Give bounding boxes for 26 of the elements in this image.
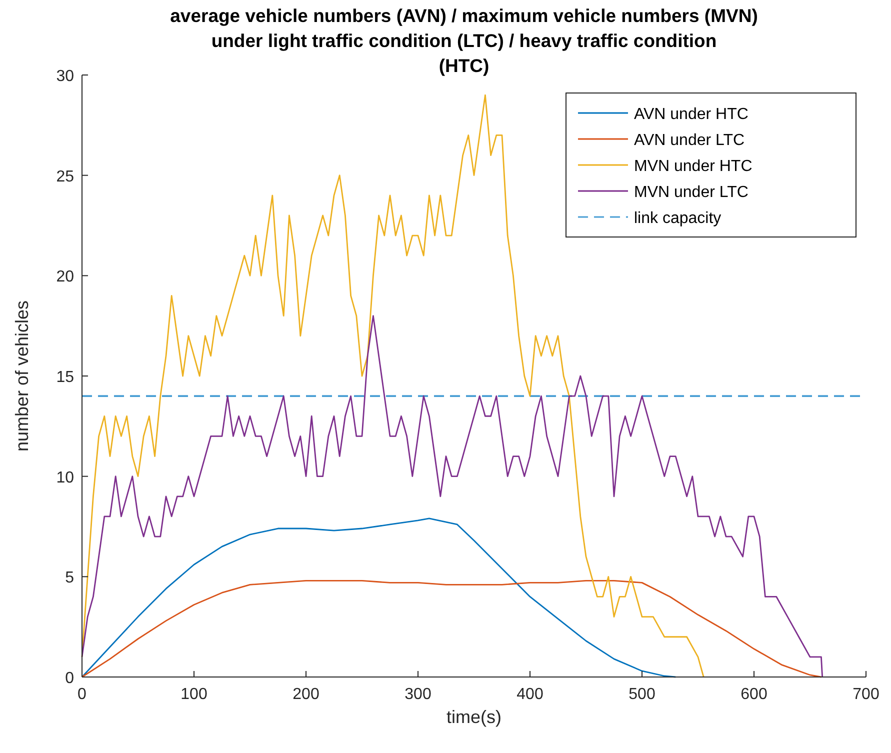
line-series — [81, 315, 824, 678]
x-axis-title: time(s) — [446, 707, 502, 727]
legend-label: link capacity — [634, 210, 722, 227]
x-tick-label: 500 — [628, 686, 656, 703]
line-series — [81, 518, 676, 678]
line-series — [81, 580, 822, 678]
x-tick-label: 100 — [180, 686, 208, 703]
x-tick-label: 600 — [740, 686, 768, 703]
legend-label: MVN under LTC — [634, 184, 748, 201]
y-tick-label: 0 — [65, 670, 74, 687]
legend-label: AVN under HTC — [634, 106, 748, 123]
x-tick-label: 200 — [292, 686, 320, 703]
legend-label: MVN under HTC — [634, 158, 752, 175]
y-tick-label: 25 — [56, 168, 74, 186]
x-tick-label: 700 — [852, 686, 880, 703]
x-tick-label: 0 — [78, 686, 87, 703]
y-tick-label: 10 — [56, 469, 74, 486]
y-tick-label: 5 — [65, 570, 74, 587]
y-tick-label: 30 — [56, 68, 74, 85]
legend-label: AVN under LTC — [634, 132, 745, 149]
y-tick-label: 20 — [56, 268, 74, 286]
x-tick-label: 400 — [516, 686, 544, 703]
x-tick-label: 300 — [404, 686, 432, 703]
chart-title: average vehicle numbers (AVN) / maximum vehicle numbers (MVN) under light traffic condition (LTC) / heavy traffic condition (HTC) — [170, 5, 758, 76]
y-axis-title: number of vehicles — [12, 300, 32, 452]
y-tick-label: 15 — [56, 369, 74, 386]
